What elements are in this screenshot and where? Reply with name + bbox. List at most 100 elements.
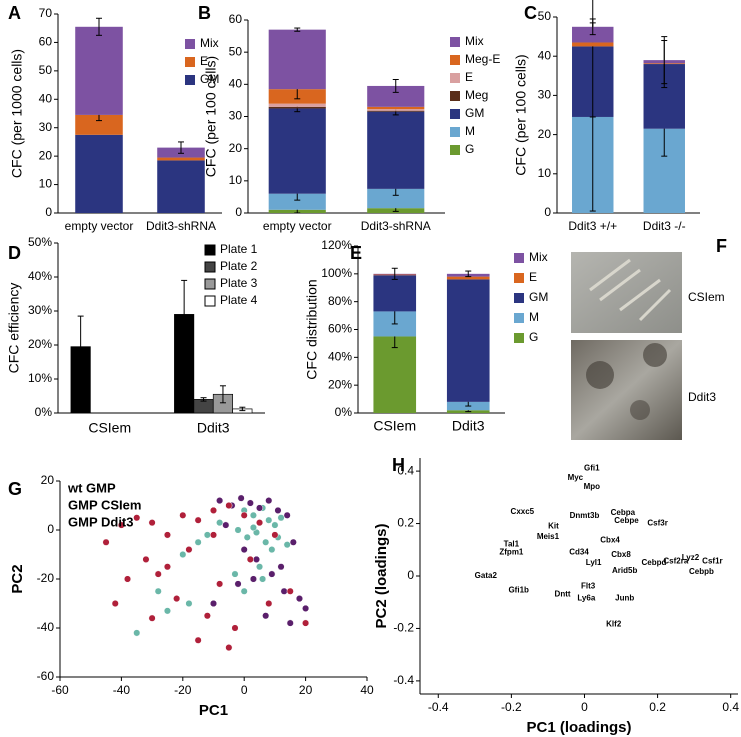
point <box>154 587 162 595</box>
panel-letter: G <box>8 479 22 499</box>
x-tick-label: Ddit3 +/+ <box>568 219 617 233</box>
panel-letter: A <box>8 3 21 23</box>
gene-label: Csf2ra <box>663 557 688 566</box>
bar-segment <box>268 103 326 107</box>
gene-label: Cebpa <box>611 508 636 517</box>
x-tick-label: 0 <box>241 683 248 697</box>
y-tick-label: 120% <box>321 238 352 252</box>
gene-label: Zfpm1 <box>499 548 524 557</box>
y-axis-label: PC2 (loadings) <box>373 523 390 628</box>
legend-swatch <box>450 37 460 47</box>
y-tick-label: -0.4 <box>393 673 414 687</box>
bar-segment <box>367 106 425 110</box>
point <box>216 580 224 588</box>
bar-segment <box>367 110 425 112</box>
y-tick-label: 30 <box>39 120 53 134</box>
point <box>265 516 273 524</box>
point <box>148 519 156 527</box>
y-tick-label: 60 <box>229 12 243 26</box>
point <box>286 619 294 627</box>
point <box>295 595 304 603</box>
point <box>194 538 202 546</box>
bar-segment <box>268 193 326 210</box>
error-bar <box>239 406 246 412</box>
point <box>249 575 257 583</box>
point <box>234 526 242 534</box>
point <box>268 546 276 554</box>
point <box>262 538 270 546</box>
point <box>240 511 248 519</box>
x-tick-label: -0.4 <box>428 700 449 714</box>
legend-label: Plate 2 <box>220 259 258 273</box>
point <box>185 599 193 608</box>
point <box>133 514 141 522</box>
gene-label: Flt3 <box>581 582 596 591</box>
gene-label: Klf2 <box>606 620 622 629</box>
x-tick-label: CSIem <box>373 418 416 434</box>
x-tick-label: 0.2 <box>649 700 666 714</box>
error-bar <box>77 315 84 378</box>
y-tick-label: 50 <box>538 9 552 23</box>
point <box>203 612 211 620</box>
gene-label: Lyl1 <box>586 558 602 567</box>
x-tick-label: empty vector <box>65 219 134 233</box>
y-tick-label: 80% <box>328 294 352 308</box>
y-tick-label: -40 <box>37 620 55 634</box>
panel-letter: B <box>198 3 211 23</box>
point <box>163 563 171 571</box>
bar-segment <box>446 276 490 280</box>
y-tick-label: 40 <box>229 77 243 91</box>
point <box>289 538 297 546</box>
gene-label: Cbx4 <box>600 536 620 545</box>
panel-letter: H <box>392 455 405 475</box>
point <box>216 519 224 527</box>
gene-label: Gata2 <box>475 571 498 580</box>
point <box>277 514 285 522</box>
y-tick-label: 50 <box>39 63 53 77</box>
x-tick-label: Ddit3 <box>452 418 485 434</box>
legend-swatch <box>450 145 460 155</box>
point <box>216 497 224 505</box>
legend-swatch <box>185 75 195 85</box>
legend-label: E <box>200 54 208 68</box>
legend-label: Mix <box>465 34 484 48</box>
legend-label: Mix <box>200 36 219 50</box>
gene-label: Dntt <box>555 589 571 598</box>
legend-label: GMP Ddit3 <box>68 514 134 529</box>
legend-swatch <box>450 91 460 101</box>
point <box>243 533 251 541</box>
y-axis-label: CFC (per 100 cells) <box>203 56 219 177</box>
legend-label: E <box>529 270 537 284</box>
y-axis-label: PC2 <box>9 564 26 593</box>
error-bar <box>392 79 399 93</box>
panel-letter: C <box>524 3 537 23</box>
gene-label: Cxxc5 <box>511 507 535 516</box>
bar-segment <box>373 336 417 413</box>
y-axis-label: CFC distribution <box>304 279 320 379</box>
point <box>225 644 233 652</box>
point <box>222 521 230 529</box>
legend-swatch <box>450 55 460 65</box>
legend-swatch <box>514 253 524 263</box>
point <box>102 538 110 546</box>
legend-swatch <box>514 313 524 323</box>
y-tick-label: 40% <box>28 269 52 283</box>
y-tick-label: 30 <box>538 88 552 102</box>
legend-swatch <box>450 127 460 137</box>
y-tick-label: 0 <box>45 205 52 219</box>
point <box>280 587 288 595</box>
gene-label: Gfi1b <box>508 586 529 595</box>
point <box>277 563 285 571</box>
point <box>240 546 248 554</box>
y-tick-label: 40 <box>39 91 53 105</box>
x-tick-label: -60 <box>51 683 69 697</box>
point <box>259 575 267 583</box>
y-tick-label: 10 <box>538 166 552 180</box>
y-tick-label: 20 <box>229 141 243 155</box>
point <box>237 494 245 502</box>
y-tick-label: 40% <box>328 350 352 364</box>
gene-label: Dnmt3b <box>570 511 600 520</box>
point <box>194 636 202 644</box>
panel-letter: E <box>350 243 362 263</box>
